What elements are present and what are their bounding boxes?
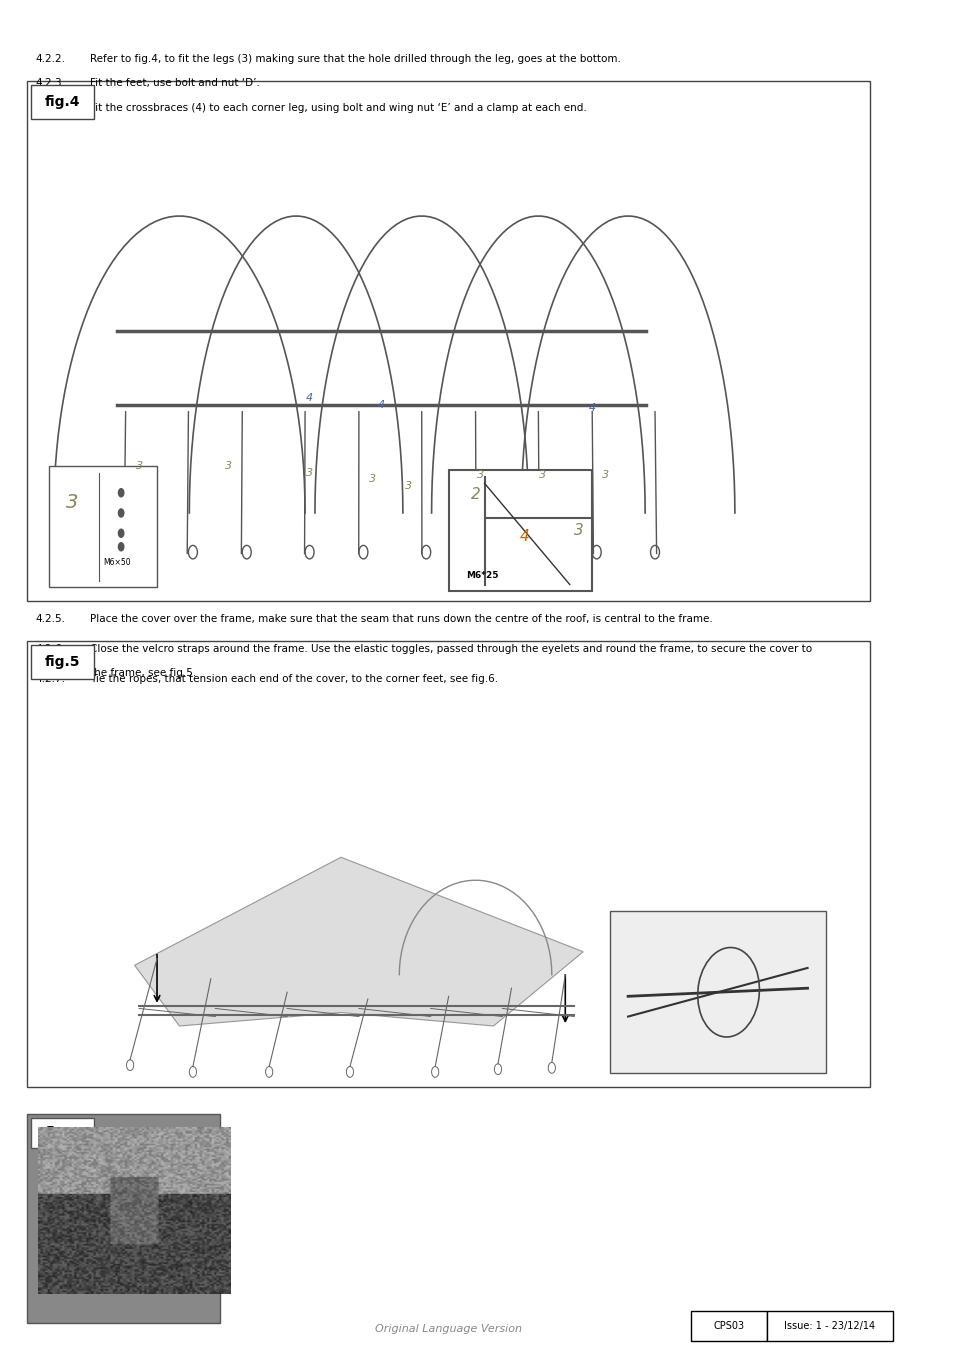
Polygon shape [134, 857, 582, 1026]
Text: 3: 3 [66, 493, 78, 512]
Text: the frame, see fig.5.: the frame, see fig.5. [90, 668, 195, 678]
Text: 4.2.5.: 4.2.5. [36, 614, 66, 624]
Text: 4.2.3.: 4.2.3. [36, 78, 66, 88]
Text: 4: 4 [306, 393, 313, 404]
Text: Fit the feet, use bolt and nut ‘D’.: Fit the feet, use bolt and nut ‘D’. [90, 78, 259, 88]
Text: 4.2.7.: 4.2.7. [36, 674, 66, 683]
Text: 4: 4 [377, 400, 384, 410]
Text: 4.2.2.: 4.2.2. [36, 54, 66, 63]
Text: 4: 4 [588, 402, 596, 413]
Bar [766, 1311, 892, 1341]
Text: fig.6: fig.6 [45, 1126, 80, 1139]
Bar [31, 85, 94, 119]
Bar [50, 466, 157, 587]
Text: 3: 3 [574, 522, 583, 539]
Text: 2: 2 [470, 486, 480, 502]
Text: Issue: 1 - 23/12/14: Issue: 1 - 23/12/14 [783, 1320, 875, 1331]
Circle shape [118, 489, 124, 497]
Text: Fit the crossbraces (4) to each corner leg, using bolt and wing nut ‘E’ and a cl: Fit the crossbraces (4) to each corner l… [90, 103, 586, 112]
Bar [448, 470, 592, 591]
Text: M6*25: M6*25 [466, 571, 498, 580]
Text: Place the cover over the frame, make sure that the seam that runs down the centr: Place the cover over the frame, make sur… [90, 614, 712, 624]
Text: Original Language Version: Original Language Version [375, 1324, 521, 1334]
Text: 3: 3 [601, 470, 609, 481]
Text: 4: 4 [519, 529, 529, 544]
Text: 3: 3 [369, 474, 375, 485]
Bar [27, 641, 869, 1087]
Text: 4.2.6.: 4.2.6. [36, 644, 66, 653]
Bar [31, 645, 94, 679]
Text: 3: 3 [306, 467, 313, 478]
Text: fig.4: fig.4 [45, 95, 80, 109]
Bar [690, 1311, 766, 1341]
Text: M6×50: M6×50 [103, 558, 131, 567]
Text: 3: 3 [135, 460, 143, 471]
Text: Close the velcro straps around the frame. Use the elastic toggles, passed throug: Close the velcro straps around the frame… [90, 644, 811, 653]
Text: 3: 3 [476, 470, 483, 481]
Text: fig.5: fig.5 [45, 655, 80, 670]
Text: Tie the ropes, that tension each end of the cover, to the corner feet, see fig.6: Tie the ropes, that tension each end of … [90, 674, 497, 683]
Text: 4.2.4.: 4.2.4. [36, 103, 66, 112]
Text: 3: 3 [538, 470, 546, 481]
Circle shape [118, 529, 124, 537]
Text: 3: 3 [404, 481, 412, 491]
Text: Refer to fig.4, to fit the legs (3) making sure that the hole drilled through th: Refer to fig.4, to fit the legs (3) maki… [90, 54, 620, 63]
Bar [27, 1114, 219, 1323]
Bar [31, 1118, 94, 1148]
Circle shape [118, 543, 124, 551]
Circle shape [118, 509, 124, 517]
Bar [27, 81, 869, 601]
Text: 3: 3 [225, 460, 233, 471]
Text: CPS03: CPS03 [713, 1320, 744, 1331]
Bar [610, 911, 824, 1073]
